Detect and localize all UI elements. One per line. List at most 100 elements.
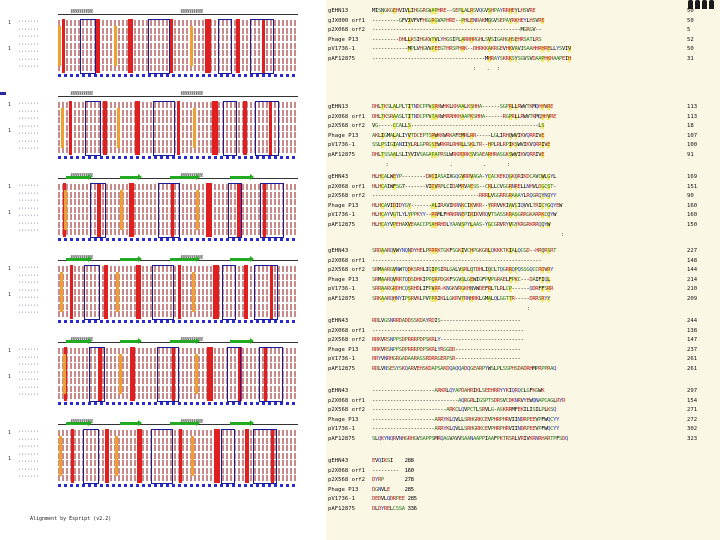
highlight-column [64, 190, 67, 230]
conserved-column [205, 19, 211, 73]
block-marker [0, 92, 6, 95]
highlight-column [116, 272, 119, 312]
sequence-name: ······· [18, 295, 40, 301]
highlight-column [192, 272, 195, 312]
highlight-column [60, 272, 63, 312]
sequence-row [58, 20, 298, 26]
helix-glyph: ℓℓℓℓℓℓℓℓℓℓℓℓ [70, 418, 93, 425]
consensus-line: : [372, 305, 531, 312]
sequence-end-position: 297 [687, 388, 698, 394]
similarity-box [228, 183, 242, 238]
conserved-column [104, 265, 108, 319]
conserved-column [263, 183, 266, 237]
sequence-row [58, 229, 298, 235]
conserved-column [71, 429, 74, 483]
sequence-name: pV1736-1 [328, 286, 355, 293]
sequence-name: pAF12875 [328, 222, 355, 228]
similarity-box [221, 429, 235, 484]
similarity-box [153, 101, 175, 156]
sequence-end-position: 100 [687, 142, 698, 149]
sequence-end-position: 5 [687, 27, 691, 34]
sequence-name: Phage P13 [328, 276, 359, 283]
conserved-column [70, 265, 73, 319]
similarity-box [89, 347, 105, 402]
alignment-block: ℓℓℓℓℓℓℓℓℓℓℓℓℓℓℓℓℓℓℓℓℓℓℓℓ················… [0, 170, 318, 244]
conserved-column [177, 101, 180, 155]
highlight-column [193, 108, 196, 148]
sequence-end-position: 52 [687, 36, 694, 43]
sequence-string: ---------DHLLKSIHGKVTVLYHGSIPLARRHRGHLSV… [372, 36, 542, 43]
conserved-column [136, 265, 141, 319]
sequence-string: SRMAARQVRRTQDSDHKIPPQRPDGKFSGVSLGEWIGFPV… [372, 276, 551, 283]
similarity-box [218, 19, 232, 74]
sequence-name: ······· [18, 287, 40, 294]
sequence-name: gEHN43 [328, 174, 349, 180]
sequence-row [58, 42, 298, 49]
sequence-end-position: 50 [687, 8, 694, 14]
sequence-string: RRYVNRHGRGADAARASSRDRRGERPSR------------… [372, 356, 521, 363]
sequence-string: HLHCALWEYP--------DXDIASAIXGQGVRRVAGA-YC… [372, 174, 557, 180]
similarity-box [223, 101, 237, 156]
helix-glyph: ℓℓℓℓℓℓℓℓℓℓℓℓ [70, 172, 93, 179]
similarity-box [80, 19, 96, 74]
sequence-end-position: 169 [687, 174, 698, 180]
sequence-string: RRKVRSNPPSDPRRRPDPSKRLYRGGDD------------… [372, 346, 521, 353]
similarity-box [259, 347, 283, 402]
sequence-string: HLHCAVIDIDYGY-------ALIRAVIKRNKCIKVKR--Y… [372, 202, 562, 209]
sequence-name: ······· [18, 205, 40, 212]
sequence-name: ······· [18, 369, 40, 376]
sequence-row [58, 452, 298, 459]
sequence-name: ······· [18, 146, 40, 152]
conserved-column [171, 183, 174, 237]
sequence-row [58, 214, 298, 220]
conserved-column [172, 347, 175, 401]
sequence-string: ---------------------ARRYKLQVLLSRHGRKCEV… [372, 416, 560, 423]
sequence-name: p2X068 orf1 [328, 183, 366, 190]
sequence-name: p2X068 orf1 [328, 257, 366, 264]
highlight-column [61, 108, 64, 148]
similarity-box [250, 19, 274, 74]
sequence-end-position: 90 [687, 193, 694, 200]
sequence-name: ······· [18, 26, 40, 33]
sequence-string: DHLTSSAALSLIYVIVSAGAPAPRSLWRKRDRKSVSAEAR… [372, 152, 545, 158]
sequence-name: ······· [18, 64, 40, 70]
sequence-name: ······· [18, 354, 40, 361]
conserved-column [128, 19, 133, 73]
beta-strand-arrow [170, 256, 200, 262]
sequence-string: MISNGKGEHVIVLIHGGRGVAPHRE--SEPLALRSVQGVS… [372, 8, 536, 14]
sequence-string: ---------GFVIVFVFHGGRGVAPHRE--PHLENRAKMQ… [372, 17, 545, 24]
sequence-name: ······· [18, 310, 40, 316]
accessibility-strip [58, 74, 298, 77]
accessibility-strip [58, 156, 298, 159]
sequence-name: ······· [18, 101, 40, 107]
sequence-name: ······· [18, 116, 40, 122]
sequence-string: ----------------------------------------… [372, 257, 542, 264]
sequence-name: p2X068 orf1 [328, 467, 366, 474]
sequence-name: pAF12875 [328, 506, 355, 512]
helix-glyph: ℓℓℓℓℓℓℓℓℓℓℓℓ [180, 336, 203, 343]
helix-glyph: ℓℓℓℓℓℓℓℓℓℓℓℓ [180, 8, 203, 15]
sequence-name: ······· [18, 49, 40, 55]
highlight-column [117, 108, 120, 148]
sequence-name: p2X568 orf2 [328, 407, 366, 414]
similarity-box [227, 347, 241, 402]
sequence-string: -------------------------ARKCLQVPCTLSRVL… [372, 407, 557, 414]
conserved-column [271, 429, 274, 483]
conserved-column [264, 347, 267, 401]
sequence-string: HLHCAYVPEHAXVEAACCPSAHRHDLYAAVSPYLAAS-YG… [372, 222, 551, 228]
beta-strand-arrow [230, 420, 254, 426]
sequence-name: ······· [18, 280, 40, 286]
sequence-string: EVQIKSI 288 [372, 458, 414, 464]
conserved-column [270, 265, 273, 319]
sequence-name: ······· [18, 108, 40, 115]
conserved-column [135, 101, 140, 155]
figure-caption: Alignment by Espript (v2.2) [30, 516, 112, 522]
helix-glyph: ℓℓℓℓℓℓℓℓℓℓℓℓ [180, 254, 203, 261]
similarity-box [148, 19, 170, 74]
sequence-name: ······· [18, 183, 40, 189]
conserved-column [262, 19, 265, 73]
sequence-name: ······· [18, 474, 40, 480]
sequence-end-position: 209 [687, 296, 698, 302]
alignment-block: ℓℓℓℓℓℓℓℓℓℓℓℓℓℓℓℓℓℓℓℓℓℓℓℓ················… [0, 334, 318, 408]
